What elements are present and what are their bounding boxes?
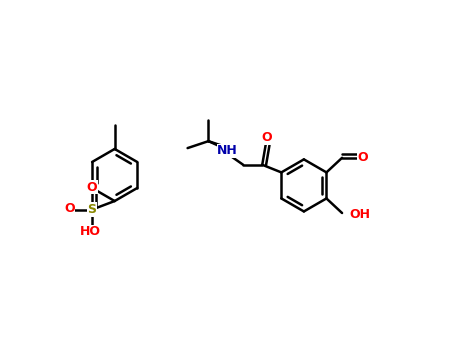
Text: O: O	[87, 181, 97, 194]
Text: O: O	[358, 151, 368, 164]
Text: NH: NH	[217, 144, 238, 158]
Text: OH: OH	[350, 208, 371, 221]
Text: O: O	[262, 131, 272, 144]
Text: O: O	[64, 202, 75, 215]
Text: HO: HO	[80, 225, 101, 238]
Text: S: S	[87, 203, 96, 216]
